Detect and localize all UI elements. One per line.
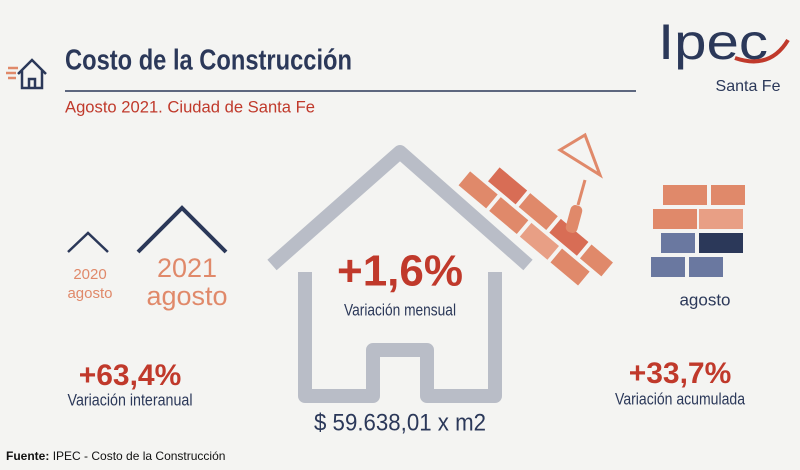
interannual-label: Variación interanual (68, 390, 193, 409)
previous-year: 2020 (73, 266, 106, 283)
subtitle: Agosto 2021. Ciudad de Santa Fe (65, 97, 315, 116)
logo-place: Santa Fe (716, 78, 781, 95)
current-month: agosto (146, 281, 227, 311)
bricks-diagonal (455, 164, 616, 289)
trowel (557, 132, 603, 233)
accumulated-label: Variación acumulada (615, 389, 745, 408)
house-icon (6, 58, 47, 90)
source-label: Fuente: (6, 449, 49, 463)
interannual-value: +63,4% (79, 359, 182, 392)
price: $ 59.638,01 x m2 (314, 409, 486, 436)
monthly-label: Variación mensual (344, 300, 456, 319)
source: IPEC - Costo de la Construcción (53, 449, 226, 463)
footer: Fuente: IPEC - Costo de la Construcción (6, 449, 225, 463)
logo-swoosh (734, 38, 790, 64)
small-roof (67, 231, 109, 253)
previous-month: agosto (67, 285, 112, 302)
title: Costo de la Construcción (65, 45, 352, 77)
brick-stack (649, 183, 747, 279)
right-month: agosto (679, 290, 730, 309)
big-house (267, 145, 533, 403)
big-roof (136, 205, 228, 254)
monthly-value: +1,6% (337, 247, 463, 296)
accumulated-value: +33,7% (629, 357, 732, 390)
current-year: 2021 (157, 253, 217, 283)
